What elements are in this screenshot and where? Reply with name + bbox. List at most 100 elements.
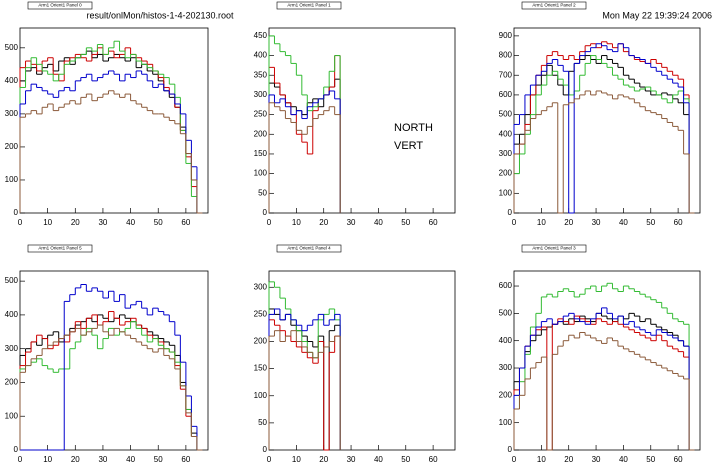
y-tick-label: 150 (254, 149, 268, 158)
x-tick-label: 0 (267, 455, 272, 464)
x-tick-label: 60 (181, 455, 190, 464)
y-tick-label: 700 (499, 70, 513, 79)
y-tick-label: 0 (263, 208, 268, 217)
y-tick-label: 50 (258, 188, 267, 197)
y-tick-label: 100 (5, 175, 19, 184)
x-tick-label: 20 (319, 455, 328, 464)
x-tick-label: 40 (126, 218, 135, 227)
y-tick-label: 200 (254, 337, 268, 346)
y-tick-label: 300 (499, 149, 513, 158)
x-tick-label: 20 (564, 455, 573, 464)
y-tick-label: 300 (5, 109, 19, 118)
panel-title: Arm1 Orient1 Panel 4 (287, 246, 331, 251)
y-tick-label: 400 (499, 129, 513, 138)
panel-title-box (521, 244, 587, 253)
y-tick-label: 900 (499, 31, 513, 40)
x-tick-label: 0 (18, 455, 23, 464)
y-tick-label: 300 (499, 363, 513, 372)
x-tick-label: 0 (512, 455, 517, 464)
panel-title-box (27, 244, 93, 253)
y-tick-label: 200 (499, 169, 513, 178)
y-tick-label: 300 (254, 282, 268, 291)
x-tick-label: 40 (374, 455, 383, 464)
x-tick-label: 0 (18, 218, 23, 227)
y-tick-label: 500 (499, 110, 513, 119)
y-tick-label: 0 (14, 208, 19, 217)
x-tick-label: 40 (619, 218, 628, 227)
x-tick-label: 50 (401, 455, 410, 464)
x-tick-label: 50 (154, 455, 163, 464)
x-tick-label: 40 (374, 218, 383, 227)
x-tick-label: 30 (98, 455, 107, 464)
x-tick-label: 0 (267, 218, 272, 227)
x-tick-label: 30 (592, 455, 601, 464)
y-tick-label: 100 (499, 418, 513, 427)
y-tick-label: 100 (254, 169, 268, 178)
x-tick-label: 50 (154, 218, 163, 227)
x-tick-label: 20 (319, 218, 328, 227)
x-tick-label: 60 (674, 218, 683, 227)
y-tick-label: 500 (5, 276, 19, 285)
x-tick-label: 30 (347, 455, 356, 464)
panel-title: Arm1 Orient1 Panel 2 (532, 3, 576, 8)
panel-title: Arm1 Orient1 Panel 3 (532, 246, 576, 251)
x-tick-label: 20 (71, 455, 80, 464)
y-tick-label: 300 (5, 344, 19, 353)
y-tick-label: 400 (499, 336, 513, 345)
y-tick-label: 250 (254, 310, 268, 319)
date: Mon May 22 19:39:24 2006 (602, 10, 712, 20)
x-tick-label: 10 (292, 218, 301, 227)
x-tick-label: 20 (564, 218, 573, 227)
panel-title: Arm1 Orient1 Panel 5 (38, 246, 82, 251)
y-tick-label: 250 (254, 110, 268, 119)
x-tick-label: 30 (592, 218, 601, 227)
y-tick-label: 100 (254, 391, 268, 400)
y-tick-label: 0 (263, 445, 268, 454)
y-tick-label: 0 (14, 445, 19, 454)
x-tick-label: 10 (43, 455, 52, 464)
x-tick-label: 40 (619, 455, 628, 464)
panel-title-box (521, 1, 587, 10)
y-tick-label: 0 (508, 445, 513, 454)
y-tick-label: 300 (254, 90, 268, 99)
annotation: VERT (394, 140, 423, 152)
y-tick-label: 200 (5, 142, 19, 151)
panel-title-box (276, 1, 342, 10)
annotation: NORTH (394, 122, 433, 134)
y-tick-label: 450 (254, 31, 268, 40)
x-tick-label: 60 (429, 218, 438, 227)
x-tick-label: 0 (512, 218, 517, 227)
y-tick-label: 0 (508, 208, 513, 217)
y-tick-label: 100 (5, 411, 19, 420)
y-tick-label: 50 (258, 418, 267, 427)
x-tick-label: 50 (401, 218, 410, 227)
y-tick-label: 100 (499, 188, 513, 197)
y-tick-label: 150 (254, 364, 268, 373)
x-tick-label: 60 (181, 218, 190, 227)
y-tick-label: 600 (499, 281, 513, 290)
x-tick-label: 20 (71, 218, 80, 227)
frame (513, 270, 701, 451)
y-tick-label: 400 (254, 51, 268, 60)
panel-title: Arm1 Orient1 Panel 1 (287, 3, 331, 8)
x-tick-label: 10 (537, 455, 546, 464)
x-tick-label: 50 (646, 218, 655, 227)
panel-title-box (276, 244, 342, 253)
y-tick-label: 600 (499, 90, 513, 99)
x-tick-label: 60 (429, 455, 438, 464)
y-tick-label: 200 (5, 378, 19, 387)
file-name: result/onlMon/histos-1-4-202130.root (86, 10, 234, 20)
y-tick-label: 350 (254, 70, 268, 79)
x-tick-label: 10 (292, 455, 301, 464)
y-tick-label: 800 (499, 51, 513, 60)
y-tick-label: 500 (5, 43, 19, 52)
y-tick-label: 500 (499, 308, 513, 317)
x-tick-label: 10 (537, 218, 546, 227)
x-tick-label: 10 (43, 218, 52, 227)
frame (513, 27, 701, 214)
x-tick-label: 60 (674, 455, 683, 464)
y-tick-label: 200 (254, 129, 268, 138)
panel-title-box (27, 1, 93, 10)
